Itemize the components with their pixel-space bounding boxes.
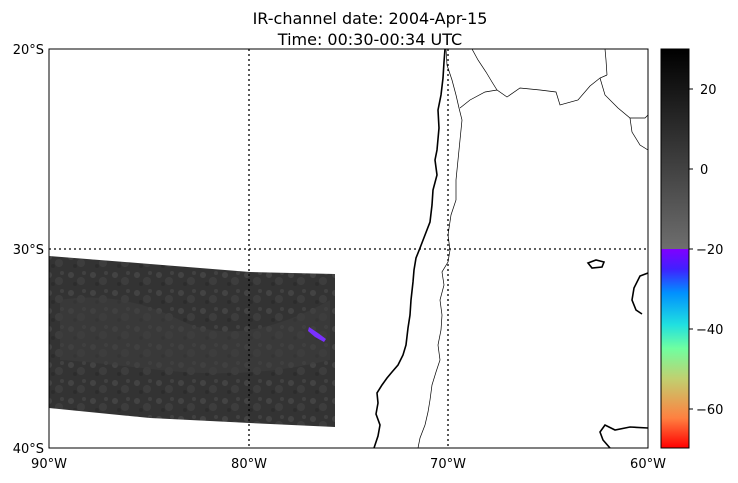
- map-area: [49, 49, 648, 448]
- lat-tick-20s: 20°S: [13, 43, 44, 58]
- coastline-west: [373, 49, 446, 448]
- border-northeast: [629, 117, 648, 151]
- cold-cloud-spot: [308, 327, 326, 342]
- lat-tick-40s: 40°S: [13, 442, 44, 457]
- colorbar-rainbow-segment: [661, 249, 689, 448]
- colorbar-tick-neg20: −20: [696, 243, 723, 258]
- gridlines: [49, 49, 648, 448]
- title-line1: IR-channel date: 2004-Apr-15: [253, 9, 488, 28]
- colorbar-ticks: [689, 88, 693, 410]
- border-paraguay: [599, 77, 648, 119]
- lon-tick-60w: 60°W: [630, 457, 666, 472]
- colorbar-tick-0: 0: [700, 163, 708, 178]
- map-frame: [48, 48, 649, 449]
- lat-tick-30s: 30°S: [13, 243, 44, 258]
- lat-tick-labels: 20°S 30°S 40°S: [13, 43, 44, 457]
- border-north-a: [471, 49, 498, 91]
- colorbar-gray-segment: [661, 49, 689, 249]
- colorbar-tick-neg40: −40: [696, 323, 723, 338]
- border-chile-argentina: [417, 49, 463, 448]
- border-bolivia: [459, 74, 608, 109]
- colorbar-tick-20: 20: [700, 83, 717, 98]
- lon-tick-90w: 90°W: [31, 457, 67, 472]
- title-line2: Time: 00:30-00:34 UTC: [277, 30, 462, 49]
- lon-tick-labels: 90°W 80°W 70°W 60°W: [31, 457, 666, 472]
- colorbar: 20 0 −20 −40 −60: [660, 48, 723, 449]
- border-brazil: [604, 49, 608, 76]
- colorbar-tick-labels: 20 0 −20 −40 −60: [696, 83, 723, 418]
- colorbar-tick-neg60: −60: [696, 403, 723, 418]
- coastline-east: [631, 272, 648, 315]
- coastline-patagonia: [599, 423, 648, 448]
- river-plate-island: [586, 259, 606, 269]
- lon-tick-80w: 80°W: [231, 457, 267, 472]
- ir-swath-highlight: [60, 297, 330, 374]
- lon-tick-70w: 70°W: [430, 457, 466, 472]
